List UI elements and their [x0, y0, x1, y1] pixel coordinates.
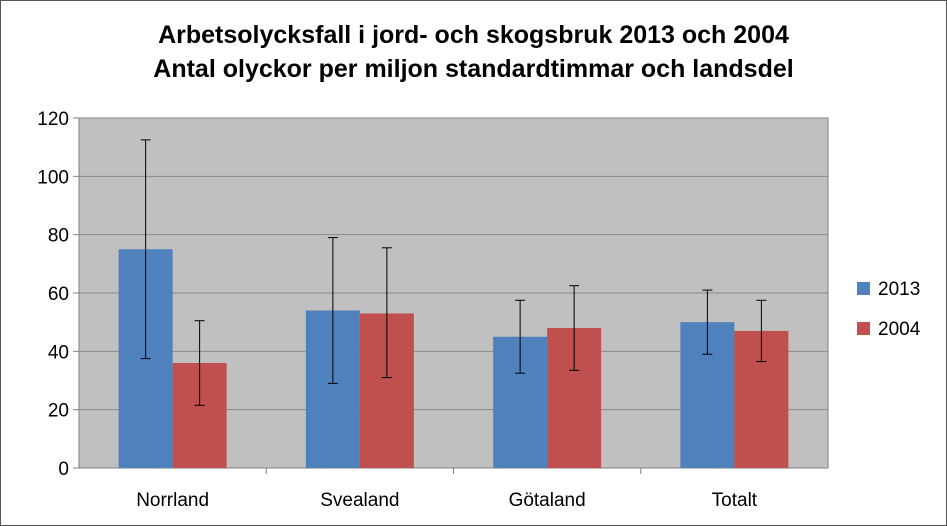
x-tick-label: Norrland [136, 490, 209, 511]
y-tick-label: 20 [48, 401, 69, 422]
legend-swatch-2004 [857, 322, 870, 335]
x-tick-label: Götaland [509, 490, 586, 511]
y-tick-label: 100 [37, 167, 69, 188]
y-tick-label: 40 [48, 342, 69, 363]
x-tick-label: Totalt [712, 490, 758, 511]
chart-subtitle: Antal olyckor per miljon standardtimmar … [153, 55, 794, 83]
legend-label-2013: 2013 [878, 279, 920, 300]
x-tick-label: Svealand [320, 490, 399, 511]
y-tick-label: 60 [48, 284, 69, 305]
legend-swatch-2013 [857, 282, 870, 295]
y-tick-label: 120 [37, 109, 69, 130]
chart-title: Arbetsolycksfall i jord- och skogsbruk 2… [158, 21, 789, 49]
y-tick-label: 80 [48, 226, 69, 247]
legend-label-2004: 2004 [878, 319, 921, 340]
y-tick-label: 0 [58, 459, 69, 480]
